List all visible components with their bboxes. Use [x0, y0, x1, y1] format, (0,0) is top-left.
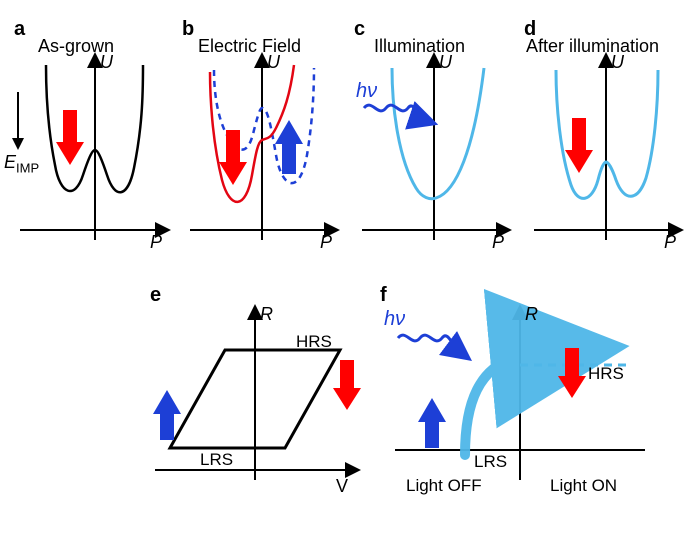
- red-down-arrow-icon: [565, 118, 593, 173]
- blue-up-arrow-icon: [418, 398, 446, 448]
- panel-c: c Illumination hν U P: [344, 0, 514, 260]
- panel-c-xlabel: P: [492, 232, 504, 253]
- light-off-label: Light OFF: [406, 476, 482, 496]
- panel-a-xlabel: P: [150, 232, 162, 253]
- red-down-arrow-icon: [219, 130, 247, 185]
- light-on-label: Light ON: [550, 476, 617, 496]
- hv-label: hν: [356, 80, 377, 103]
- panel-e-ylabel: R: [260, 304, 273, 325]
- panel-b-ylabel: U: [267, 52, 280, 73]
- lrs-label: LRS: [474, 452, 507, 472]
- panel-d: d After illumination U P: [516, 0, 685, 260]
- blue-up-arrow-icon: [153, 390, 181, 440]
- panel-b: b Electric Field U P: [172, 0, 342, 260]
- hv-label: hν: [384, 308, 405, 331]
- panel-e: e R V HRS LRS: [140, 280, 370, 530]
- panel-d-ylabel: U: [611, 52, 624, 73]
- panel-b-xlabel: P: [320, 232, 332, 253]
- panel-a-ylabel: U: [100, 52, 113, 73]
- panel-a-figure: [0, 0, 170, 260]
- panel-d-xlabel: P: [664, 232, 676, 253]
- red-down-arrow-icon: [56, 110, 84, 165]
- panel-f-ylabel: R: [525, 304, 538, 325]
- hrs-label: HRS: [588, 364, 624, 384]
- lrs-label: LRS: [200, 450, 233, 470]
- panel-e-xlabel: V: [336, 476, 348, 497]
- panel-c-ylabel: U: [439, 52, 452, 73]
- panel-c-figure: [344, 0, 514, 260]
- panel-a: a As-grown U P EIMP: [0, 0, 170, 260]
- panel-b-figure: [172, 0, 342, 260]
- panel-f: f hν R: [370, 280, 660, 530]
- panel-d-figure: [516, 0, 685, 260]
- panel-a-imprint: EIMP: [4, 152, 39, 176]
- hrs-label: HRS: [296, 332, 332, 352]
- red-down-arrow-icon: [558, 348, 586, 398]
- imprint-arrow-icon: [12, 92, 24, 150]
- red-down-arrow-icon: [333, 360, 361, 410]
